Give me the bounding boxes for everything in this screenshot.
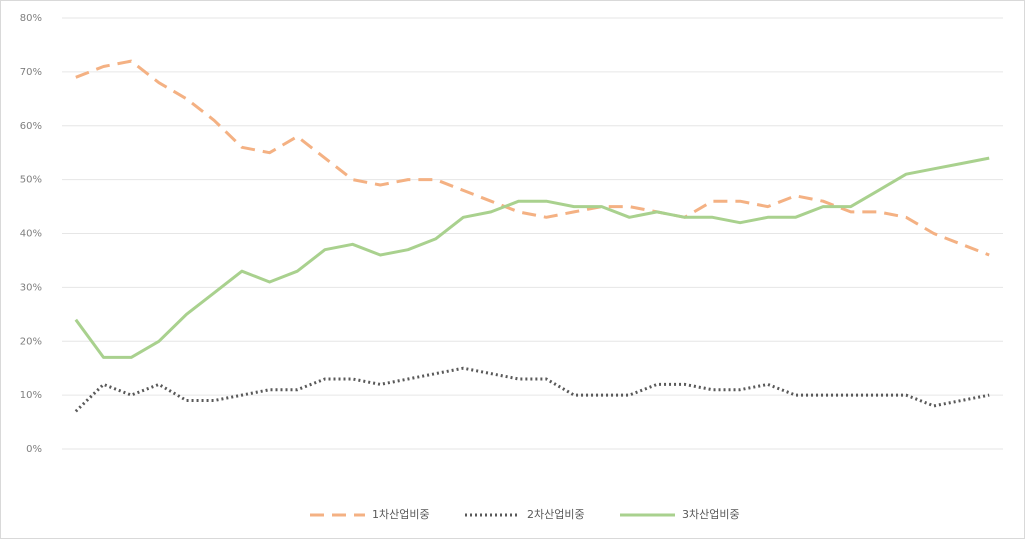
series-line [74, 366, 990, 413]
y-tick-label: 40% [20, 229, 42, 240]
series-line [75, 59, 990, 257]
legend: 1차산업비중 2차산업비중 3차산업비중 [310, 508, 740, 521]
y-tick-label: 60% [20, 121, 42, 132]
y-tick-label: 50% [20, 175, 42, 186]
y-tick-label: 0% [26, 444, 42, 455]
legend-label: 3차산업비중 [682, 508, 740, 521]
legend-label: 2차산업비중 [527, 508, 585, 521]
y-tick-label: 30% [20, 282, 42, 293]
legend-label: 1차산업비중 [372, 508, 430, 521]
y-tick-label: 80% [20, 13, 42, 24]
y-tick-label: 10% [20, 390, 42, 401]
y-tick-label: 20% [20, 336, 42, 347]
y-tick-label: 70% [20, 67, 42, 78]
series-line [74, 156, 990, 359]
